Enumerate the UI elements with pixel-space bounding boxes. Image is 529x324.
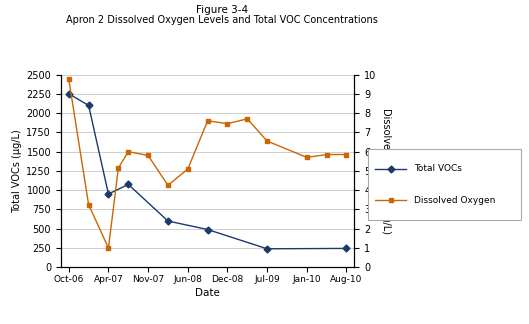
Text: Apron 2 Dissolved Oxygen Levels and Total VOC Concentrations: Apron 2 Dissolved Oxygen Levels and Tota…: [66, 15, 378, 25]
Total VOCs: [125, 182, 131, 186]
Dissolved Oxygen: [115, 166, 122, 170]
Dissolved Oxygen: [125, 150, 131, 154]
Dissolved Oxygen: [85, 203, 92, 207]
Dissolved Oxygen: [343, 153, 350, 156]
Dissolved Oxygen: [244, 117, 251, 121]
Text: Total VOCs: Total VOCs: [414, 165, 462, 173]
Y-axis label: Dissolved Oxygen  (mg/L): Dissolved Oxygen (mg/L): [380, 108, 390, 234]
Dissolved Oxygen: [264, 139, 270, 143]
Total VOCs: [165, 219, 171, 223]
Dissolved Oxygen: [165, 183, 171, 187]
Dissolved Oxygen: [224, 122, 231, 126]
Text: Dissolved Oxygen: Dissolved Oxygen: [414, 196, 495, 205]
Dissolved Oxygen: [323, 153, 330, 156]
Total VOCs: [264, 247, 270, 251]
Dissolved Oxygen: [185, 167, 191, 171]
X-axis label: Date: Date: [195, 288, 220, 298]
Line: Dissolved Oxygen: Dissolved Oxygen: [66, 77, 349, 250]
Text: Figure 3-4: Figure 3-4: [196, 5, 248, 15]
Total VOCs: [85, 103, 92, 107]
Line: Total VOCs: Total VOCs: [66, 91, 349, 251]
Total VOCs: [66, 92, 72, 96]
Dissolved Oxygen: [304, 156, 310, 159]
Total VOCs: [204, 227, 211, 231]
FancyBboxPatch shape: [368, 149, 521, 220]
Y-axis label: Total VOCs (μg/L): Total VOCs (μg/L): [12, 129, 22, 213]
Total VOCs: [343, 247, 350, 250]
Dissolved Oxygen: [204, 119, 211, 123]
Total VOCs: [105, 192, 112, 196]
Dissolved Oxygen: [145, 154, 151, 157]
Dissolved Oxygen: [66, 77, 72, 81]
Dissolved Oxygen: [105, 246, 112, 250]
